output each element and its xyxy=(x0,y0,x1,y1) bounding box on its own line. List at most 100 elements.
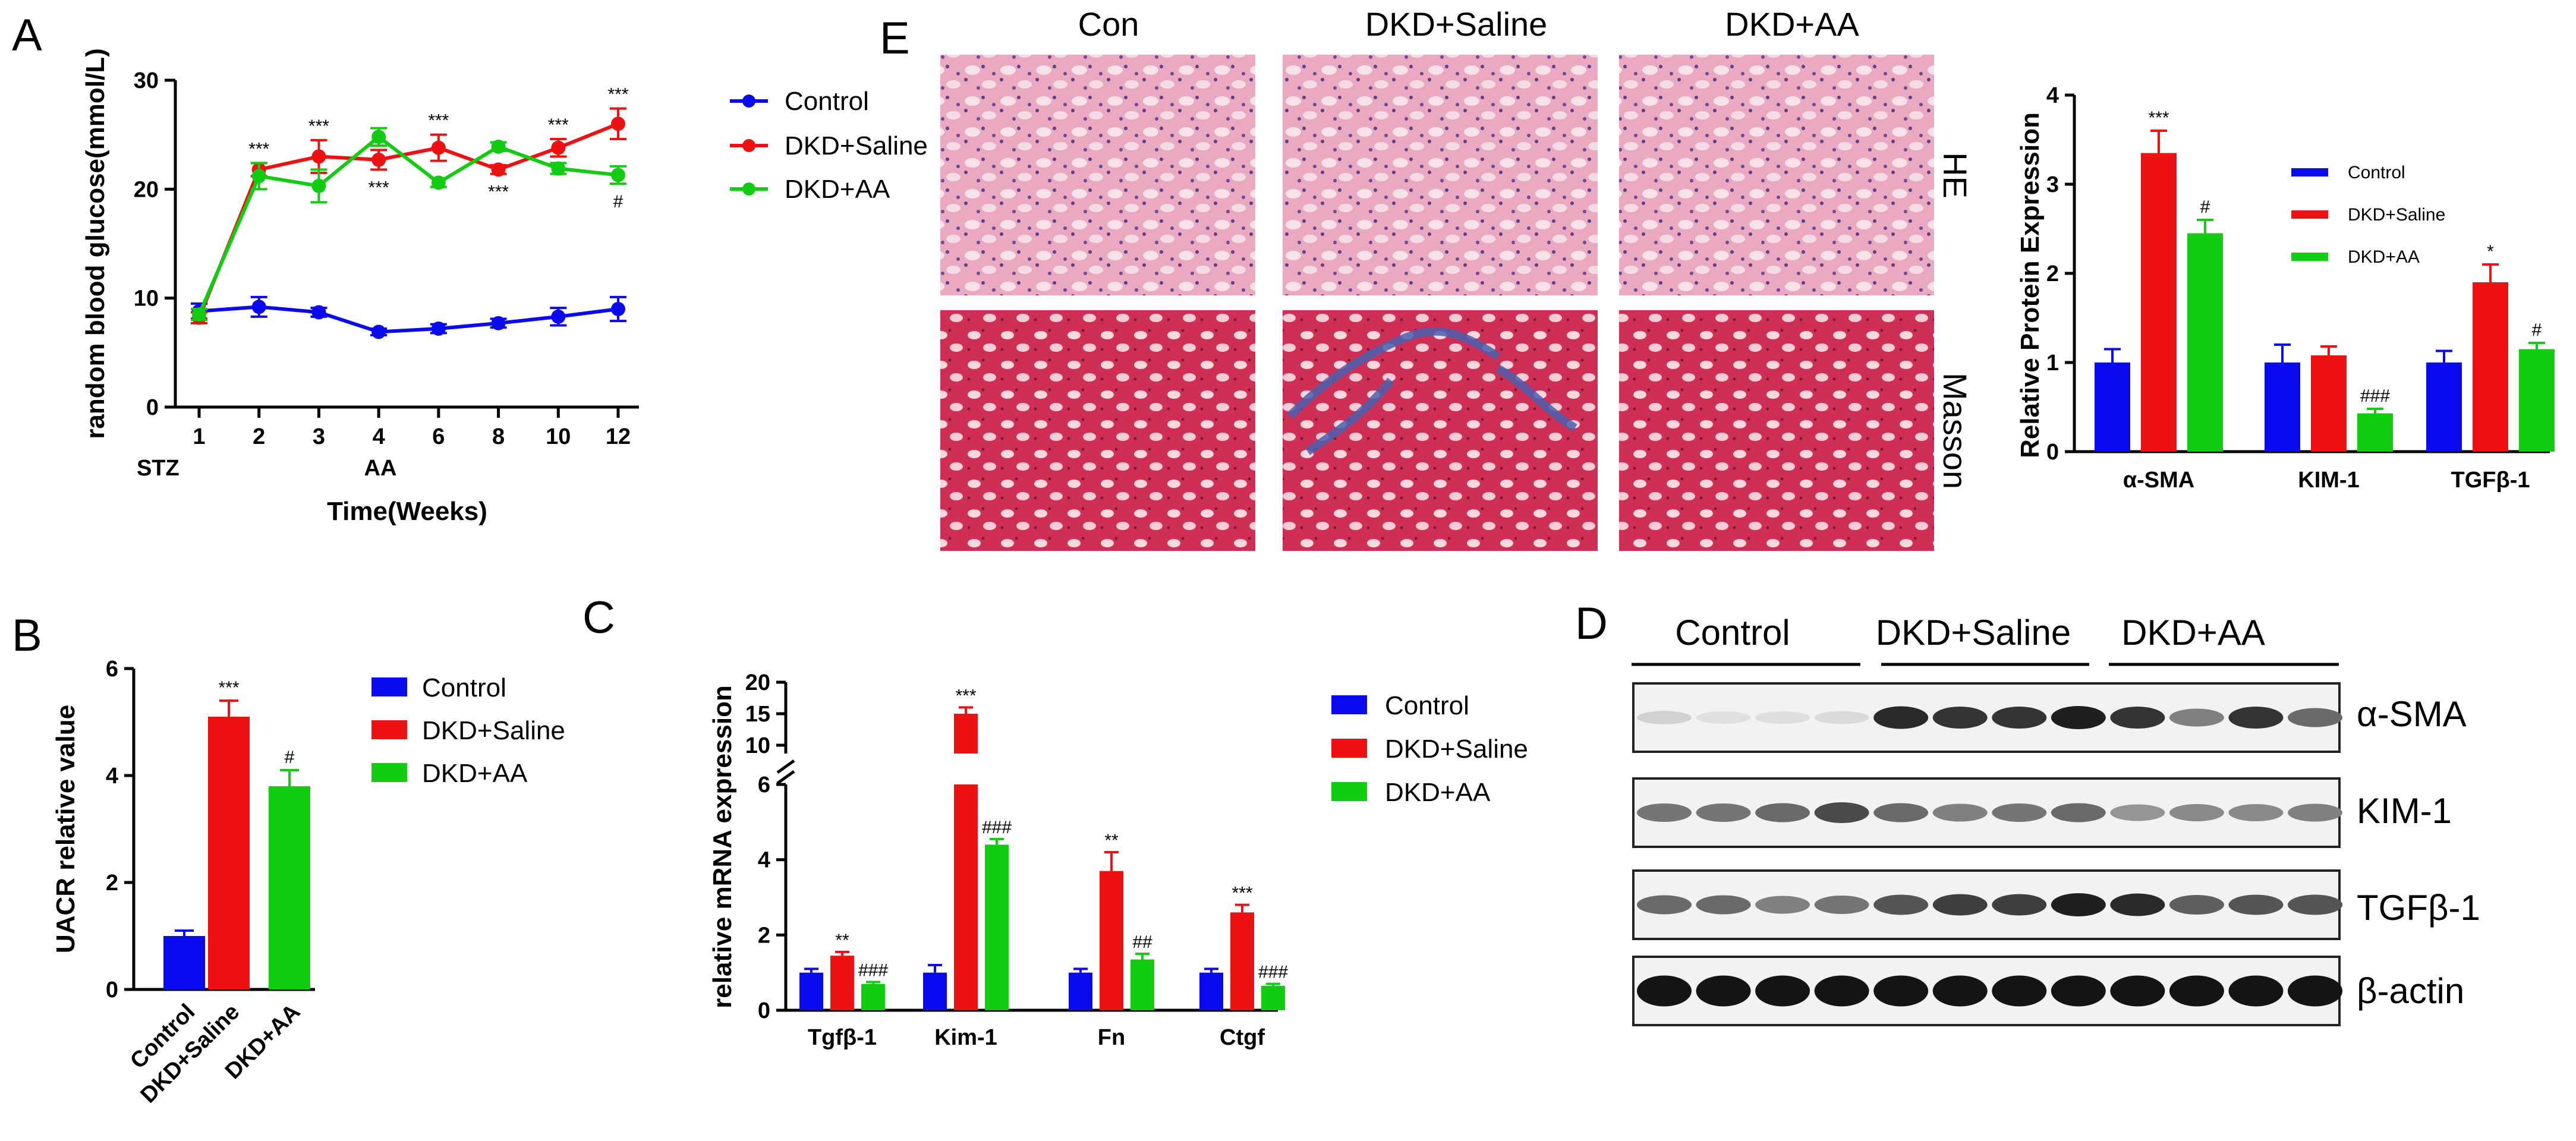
panel-c-y-axis-title: relative mRNA expression xyxy=(708,685,737,1008)
wb-band xyxy=(2110,707,2165,729)
panel-a-point xyxy=(192,307,206,322)
he-image-saline xyxy=(1283,55,1598,295)
panel-e-legend-control: Control xyxy=(2348,163,2405,182)
panel-a-point xyxy=(251,300,266,314)
panel-e-histology: Con DKD+Saline DKD+AA HE Masson xyxy=(940,5,1974,551)
panel-c-bar xyxy=(1199,972,1223,1010)
histology-row-he: HE xyxy=(1936,152,1974,198)
panel-a-legend-control: Control xyxy=(785,87,869,116)
panel-a-y-tick-label: 30 xyxy=(134,68,159,93)
panel-a-point xyxy=(431,322,446,336)
panel-e-legend: Control DKD+Saline DKD+AA xyxy=(2291,163,2445,267)
panel-c-bar xyxy=(1230,912,1254,1010)
histology-row-masson: Masson xyxy=(1936,373,1974,489)
wb-band xyxy=(1814,975,1869,1007)
panel-c-legend-saline: DKD+Saline xyxy=(1385,735,1528,764)
panel-c-bar xyxy=(985,844,1009,1010)
panel-e-significance: ### xyxy=(2360,386,2390,406)
panel-e-x-tick-label: TGFβ-1 xyxy=(2451,468,2530,493)
panel-c-significance: *** xyxy=(1232,884,1252,903)
wb-band xyxy=(2228,894,2284,915)
panel-a-significance-below: # xyxy=(613,192,623,212)
panel-c-significance: ### xyxy=(858,961,888,981)
wb-band xyxy=(1932,707,1988,729)
histology-col-saline: DKD+Saline xyxy=(1365,5,1548,43)
panel-a-point xyxy=(371,152,386,167)
panel-a-y-tick-label: 10 xyxy=(134,286,159,311)
wb-band xyxy=(2051,893,2106,916)
panel-c-y-tick-label: 4 xyxy=(758,848,770,873)
panel-a-y-tick-label: 0 xyxy=(146,395,159,420)
panel-a-point xyxy=(311,178,326,193)
masson-fibrosis-marks xyxy=(1287,327,1577,455)
panel-a-stz-label: STZ xyxy=(137,456,179,481)
wb-band xyxy=(1992,803,2047,822)
wb-band xyxy=(1814,896,1869,914)
wb-band xyxy=(1637,895,1692,915)
panel-c-bar xyxy=(923,972,947,1010)
wb-band xyxy=(1696,803,1751,822)
wb-band xyxy=(2051,975,2106,1007)
panel-e-bar xyxy=(2187,233,2223,452)
panel-b-y-tick-label: 2 xyxy=(106,871,118,896)
panel-a-point xyxy=(431,175,446,190)
panel-c-significance: ** xyxy=(835,931,849,950)
panel-a-point xyxy=(311,305,326,320)
histology-col-aa: DKD+AA xyxy=(1725,5,1859,43)
panel-a-series-line-0 xyxy=(199,305,619,334)
panel-a-point xyxy=(551,309,566,324)
wb-band xyxy=(2288,803,2342,822)
panel-c-bar-chart: relative mRNA expression 0 2 4 6 10 15 20 Tgfβ-… xyxy=(708,670,1288,1050)
panel-b-bar xyxy=(269,786,310,989)
panel-e-significance: *** xyxy=(2148,108,2169,128)
wb-band xyxy=(2110,975,2165,1007)
panel-b-bar xyxy=(163,936,205,989)
wb-band xyxy=(2228,707,2284,729)
panel-a-x-tick-label: 2 xyxy=(253,424,265,449)
panel-c-legend-control: Control xyxy=(1385,691,1469,720)
wb-band xyxy=(2169,975,2224,1007)
panel-c-legend: Control DKD+Saline DKD+AA xyxy=(1331,691,1528,807)
wb-band xyxy=(1992,975,2047,1007)
panel-c-y-tick-label: 2 xyxy=(758,923,770,948)
wb-band xyxy=(1637,975,1692,1007)
panel-c-y-tick-label: 10 xyxy=(745,733,770,758)
panel-c-bar xyxy=(1100,871,1123,1010)
panel-label-a: A xyxy=(12,10,42,61)
wb-band xyxy=(1696,711,1751,724)
panel-a-significance-below: *** xyxy=(488,182,509,202)
panel-a-point xyxy=(551,140,566,155)
panel-a-point xyxy=(491,316,506,330)
panel-c-legend-aa: DKD+AA xyxy=(1385,778,1491,807)
panel-e-y-axis-title: Relative Protein Expression xyxy=(2016,112,2045,458)
wb-band xyxy=(2051,803,2106,822)
wb-band xyxy=(2169,895,2224,915)
panel-e-x-tick-label: KIM-1 xyxy=(2298,468,2359,493)
panel-c-significance: ** xyxy=(1104,831,1119,850)
panel-e-significance: * xyxy=(2487,242,2494,261)
panel-e-y-tick-label: 4 xyxy=(2046,83,2059,108)
panel-a-line-chart: random blood glucose(mmol/L) Time(Weeks)… xyxy=(81,48,639,526)
panel-c-axis-break-mark xyxy=(776,770,795,785)
panel-c-significance: ## xyxy=(1132,932,1152,952)
wb-band xyxy=(1755,975,1810,1007)
panel-a-x-tick-label: 1 xyxy=(193,424,205,449)
wb-band xyxy=(2169,708,2224,727)
wb-band xyxy=(2288,894,2342,915)
panel-e-bar xyxy=(2426,363,2462,452)
panel-c-x-tick-label: Ctgf xyxy=(1220,1025,1265,1050)
panel-a-legend: Control DKD+Saline DKD+AA xyxy=(730,87,928,204)
wb-band xyxy=(1696,895,1751,915)
panel-c-x-tick-label: Tgfβ-1 xyxy=(808,1025,877,1050)
panel-a-point xyxy=(371,324,386,339)
panel-c-significance: ### xyxy=(1258,963,1288,982)
panel-c-bar xyxy=(1261,985,1285,1010)
panel-a-legend-aa: DKD+AA xyxy=(785,175,890,204)
panel-b-y-axis-title: UACR relative value xyxy=(51,705,80,953)
panel-label-b: B xyxy=(12,610,42,661)
panel-e-bar xyxy=(2311,355,2347,452)
wb-band xyxy=(2228,804,2284,821)
panel-a-y-tick-label: 20 xyxy=(134,177,159,202)
panel-b-legend-saline: DKD+Saline xyxy=(422,716,565,745)
panel-c-y-tick-label: 20 xyxy=(745,670,770,695)
